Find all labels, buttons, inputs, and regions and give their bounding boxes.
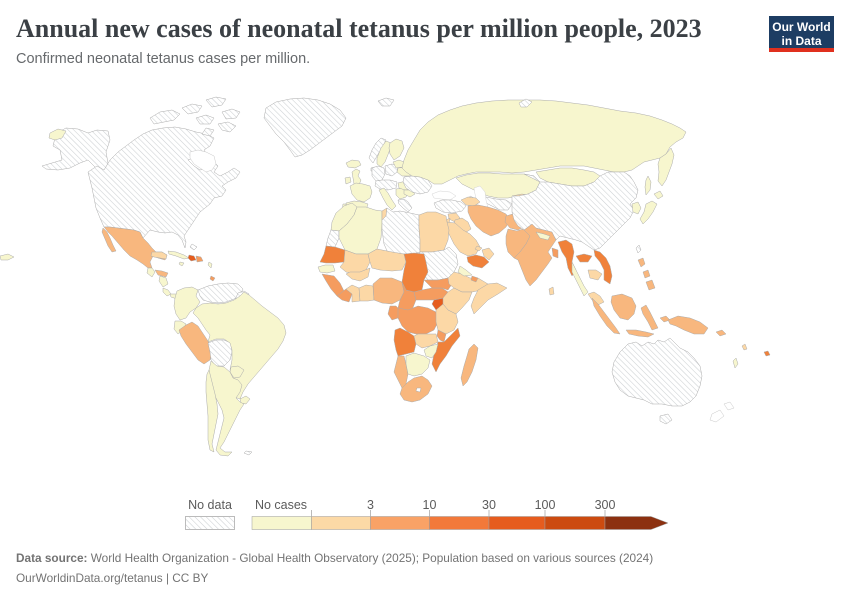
svg-text:10: 10	[423, 498, 437, 512]
svg-text:30: 30	[482, 498, 496, 512]
svg-text:No data: No data	[188, 498, 232, 512]
svg-text:No cases: No cases	[255, 498, 307, 512]
svg-text:100: 100	[535, 498, 556, 512]
svg-text:3: 3	[367, 498, 374, 512]
svg-text:300: 300	[595, 498, 616, 512]
